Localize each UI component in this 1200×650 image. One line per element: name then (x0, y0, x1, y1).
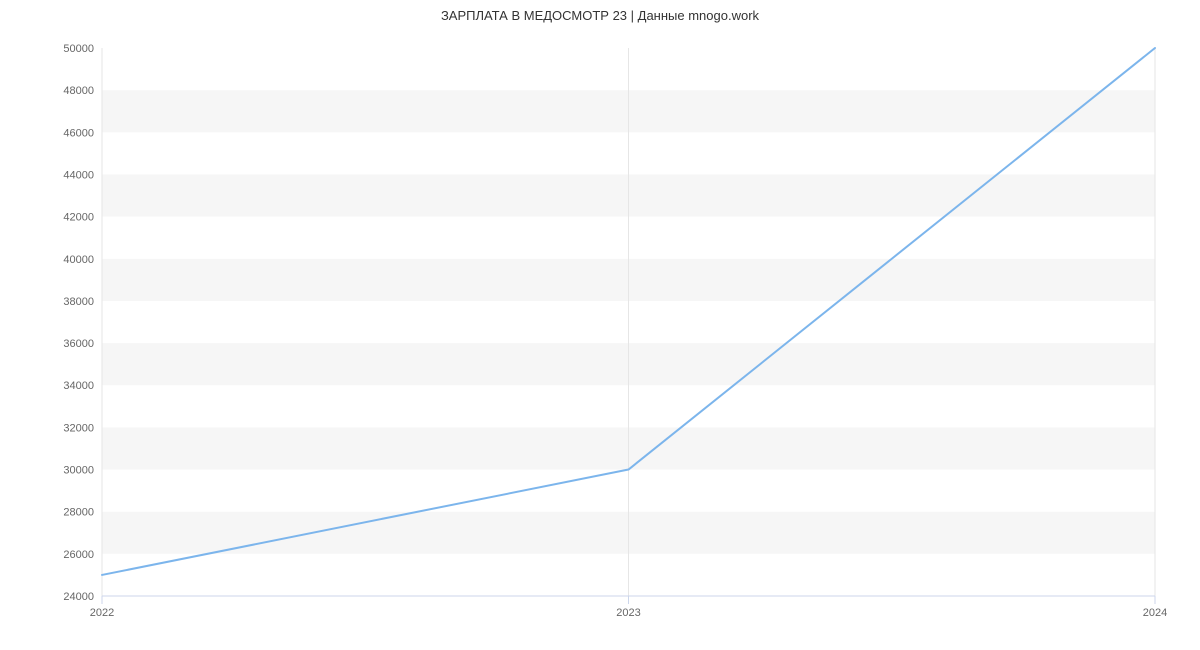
svg-text:2022: 2022 (90, 607, 114, 619)
svg-text:26000: 26000 (63, 549, 94, 561)
chart-svg: 24000 26000 28000 30000 32000 34000 36000 38000… (0, 0, 1200, 650)
svg-text:48000: 48000 (63, 85, 94, 97)
svg-text:46000: 46000 (63, 127, 94, 139)
svg-text:50000: 50000 (63, 43, 94, 55)
svg-text:34000: 34000 (63, 380, 94, 392)
svg-text:28000: 28000 (63, 507, 94, 519)
svg-text:38000: 38000 (63, 296, 94, 308)
svg-text:36000: 36000 (63, 338, 94, 350)
svg-text:40000: 40000 (63, 254, 94, 266)
svg-text:2024: 2024 (1143, 607, 1167, 619)
svg-text:24000: 24000 (63, 591, 94, 603)
svg-text:32000: 32000 (63, 422, 94, 434)
svg-text:2023: 2023 (616, 607, 640, 619)
svg-text:42000: 42000 (63, 212, 94, 224)
svg-text:44000: 44000 (63, 169, 94, 181)
chart-title: ЗАРПЛАТА В МЕДОСМОТР 23 | Данные mnogo.w… (0, 8, 1200, 23)
line-chart: ЗАРПЛАТА В МЕДОСМОТР 23 | Данные mnogo.w… (0, 0, 1200, 650)
svg-text:30000: 30000 (63, 465, 94, 477)
